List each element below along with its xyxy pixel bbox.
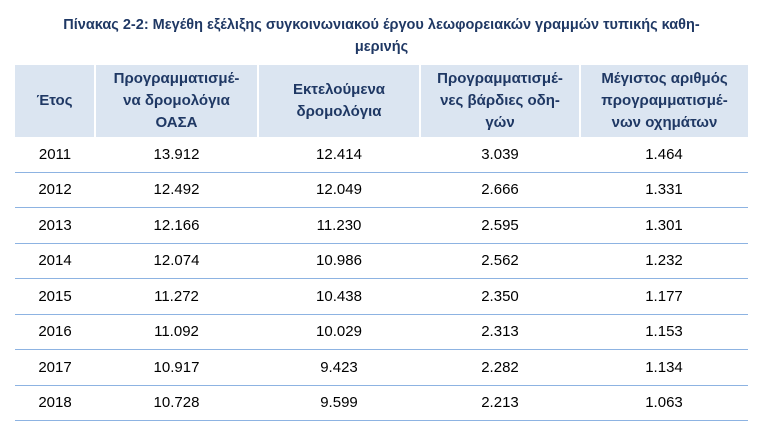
value-cell: 1.464 (580, 137, 748, 173)
header-line: Προγραμματισμέ- (437, 70, 563, 87)
header-line: Μέγιστος αριθμός (601, 70, 728, 87)
value-cell: 2.213 (420, 385, 580, 421)
table-row: 2018 10.728 9.599 2.213 1.063 (15, 385, 748, 421)
value-cell: 12.049 (258, 172, 420, 208)
value-cell: 10.438 (258, 278, 420, 315)
header-line: νες βάρδιες οδη- (440, 92, 560, 109)
table-row: 2011 13.912 12.414 3.039 1.464 (15, 137, 748, 173)
table-row: 2014 12.074 10.986 2.562 1.232 (15, 243, 748, 279)
value-cell: 10.986 (258, 243, 420, 279)
value-cell: 2.350 (420, 278, 580, 315)
year-cell: 2013 (15, 207, 95, 244)
year-cell: 2016 (15, 314, 95, 350)
value-cell: 1.153 (580, 314, 748, 350)
table-title: Πίνακας 2-2: Μεγέθη εξέλιξης συγκοινωνια… (0, 14, 763, 58)
year-cell: 2018 (15, 385, 95, 421)
header-line: γών (485, 114, 515, 131)
value-cell: 3.039 (420, 137, 580, 173)
value-cell: 9.599 (258, 385, 420, 421)
value-cell: 12.074 (95, 243, 258, 279)
header-cell: Προγραμματισμέ-να δρομολόγια ΟΑΣΑ (94, 65, 258, 137)
year-cell: 2014 (15, 243, 95, 279)
value-cell: 11.092 (95, 314, 258, 350)
value-cell: 1.301 (580, 207, 748, 244)
header-cell: Εκτελούμενα δρομολόγια (257, 65, 420, 137)
header-cell: Προγραμματισμέ-νες βάρδιες οδη-γών (419, 65, 580, 137)
value-cell: 12.414 (258, 137, 420, 173)
header-line: δρομολόγια (296, 103, 382, 120)
value-cell: 12.492 (95, 172, 258, 208)
value-cell: 1.063 (580, 385, 748, 421)
year-cell: 2011 (15, 137, 95, 173)
header-cell: Μέγιστος αριθμός προγραμματισμέ-νων οχημά… (579, 65, 748, 137)
header-line: να δρομολόγια (123, 92, 230, 109)
header-line: Έτος (36, 92, 73, 109)
year-cell: 2012 (15, 172, 95, 208)
value-cell: 11.272 (95, 278, 258, 315)
value-cell: 2.562 (420, 243, 580, 279)
value-cell: 2.282 (420, 349, 580, 386)
header-line: Εκτελούμενα (292, 81, 386, 98)
table-row: 2017 10.917 9.423 2.282 1.134 (15, 349, 748, 386)
title-line: μερινής (354, 39, 409, 55)
value-cell: 12.166 (95, 207, 258, 244)
table-body: 2011 13.912 12.414 3.039 1.464 2012 12.492 12.0… (15, 137, 748, 421)
header-line: νων οχημάτων (611, 114, 718, 131)
table-row: 2013 12.166 11.230 2.595 1.301 (15, 207, 748, 244)
header-row: Έτος Προγραμματισμέ-να δρομολόγια ΟΑΣΑ Εκτε… (15, 65, 748, 137)
header-line: ΟΑΣΑ (155, 114, 198, 131)
data-table: Έτος Προγραμματισμέ-να δρομολόγια ΟΑΣΑ Εκτε… (15, 65, 748, 421)
table-row: 2015 11.272 10.438 2.350 1.177 (15, 278, 748, 315)
value-cell: 1.331 (580, 172, 748, 208)
header-cell: Έτος (15, 65, 95, 137)
value-cell: 2.313 (420, 314, 580, 350)
table-row: 2012 12.492 12.049 2.666 1.331 (15, 172, 748, 208)
value-cell: 13.912 (95, 137, 258, 173)
table-row: 2016 11.092 10.029 2.313 1.153 (15, 314, 748, 350)
value-cell: 2.666 (420, 172, 580, 208)
title-line: Πίνακας 2-2: Μεγέθη εξέλιξης συγκοινωνια… (63, 17, 700, 33)
value-cell: 10.728 (95, 385, 258, 421)
header-line: Προγραμματισμέ- (113, 70, 240, 87)
value-cell: 10.917 (95, 349, 258, 386)
value-cell: 9.423 (258, 349, 420, 386)
header-line: προγραμματισμέ- (601, 92, 728, 109)
year-cell: 2017 (15, 349, 95, 386)
value-cell: 10.029 (258, 314, 420, 350)
value-cell: 1.177 (580, 278, 748, 315)
value-cell: 11.230 (258, 207, 420, 244)
value-cell: 1.232 (580, 243, 748, 279)
value-cell: 1.134 (580, 349, 748, 386)
value-cell: 2.595 (420, 207, 580, 244)
year-cell: 2015 (15, 278, 95, 315)
